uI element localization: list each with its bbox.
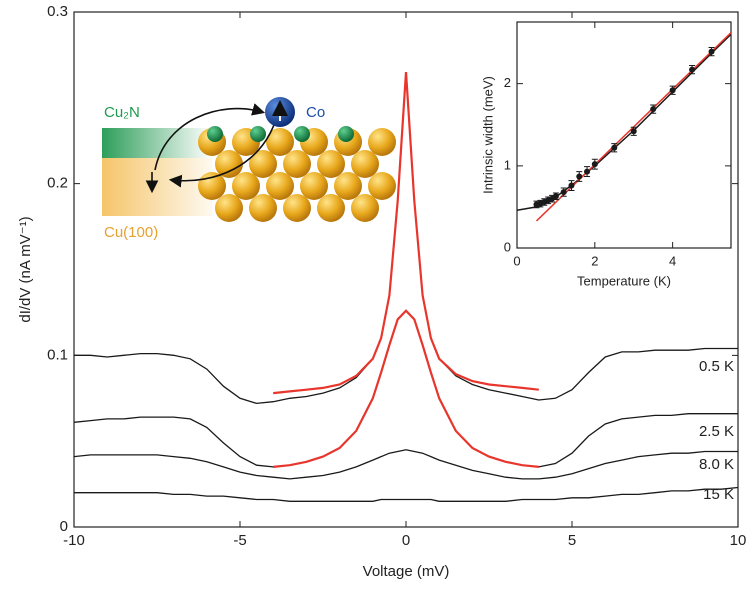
x-tick-label: 5 [568,532,576,549]
curve [73,309,738,468]
cu-atom [368,172,396,200]
y-tick-label: 0.1 [47,346,68,363]
y-tick-label: 0 [60,518,68,535]
curve-label: 2.5 K [699,423,734,440]
y-axis-label: Intrinsic width (meV) [480,76,495,194]
label-cu2n: Cu₂N [104,104,140,121]
y-axis-label: dI/dV (nA mV⁻¹) [17,216,34,322]
cu-atom [334,172,362,200]
data-point [630,128,637,135]
data-point [611,144,618,151]
cu-atom [283,194,311,222]
curve-label: 15 K [703,486,734,503]
plot-frame [516,21,732,249]
cu2n-layer [102,128,212,158]
data-point [708,48,715,55]
curve [73,449,738,480]
data-point [591,161,598,168]
x-tick-label: 2 [591,253,598,268]
tunnel-arrow [168,121,276,188]
x-tick-label: -5 [233,532,246,549]
cu-atom [198,172,226,200]
cu-atom [351,194,379,222]
curve [273,72,539,395]
n-atom [250,126,266,142]
cu-atom [300,172,328,200]
x-tick-label: 0 [513,253,520,268]
data-point [650,106,657,113]
cu-atom [368,128,396,156]
x-axis-label: Voltage (mV) [363,563,450,580]
data-point [576,173,583,180]
y-tick-label: 0 [504,239,511,254]
cu-atom [266,172,294,200]
cu-atom [317,150,345,178]
n-atom [207,126,223,142]
curve-label: 0.5 K [699,358,734,375]
label-co: Co [306,104,325,121]
x-tick-label: 4 [669,253,676,268]
cu-atom [351,150,379,178]
n-atom [294,126,310,142]
data-point [689,66,696,73]
curve-label: 8.0 K [699,456,734,473]
data-point [568,182,575,189]
cu-atom [215,194,243,222]
curve [273,309,539,468]
data-point [669,87,676,94]
cu-atom [215,150,243,178]
data-point [552,193,559,200]
tunnel-arrow [154,103,266,171]
cu-atom [317,194,345,222]
x-axis-label: Temperature (K) [577,273,671,288]
y-tick-label: 0.3 [47,3,68,20]
cu-atom [249,150,277,178]
cu-atom [232,172,260,200]
cu-atom [266,128,294,156]
x-tick-label: 0 [402,532,410,549]
n-atom [338,126,354,142]
cu-atom [249,194,277,222]
label-cu100: Cu(100) [104,224,158,241]
y-tick-label: 2 [504,75,511,90]
y-tick-label: 1 [504,157,511,172]
illustration: Cu₂N Co Cu(100) [102,97,396,241]
data-point [560,189,567,196]
inset-background [517,22,731,248]
cu-bulk [102,158,212,216]
cu-atom [283,150,311,178]
curve [74,486,739,502]
x-tick-label: -10 [63,532,85,549]
x-tick-label: 10 [730,532,747,549]
y-tick-label: 0.2 [47,175,68,192]
data-point [584,168,591,175]
